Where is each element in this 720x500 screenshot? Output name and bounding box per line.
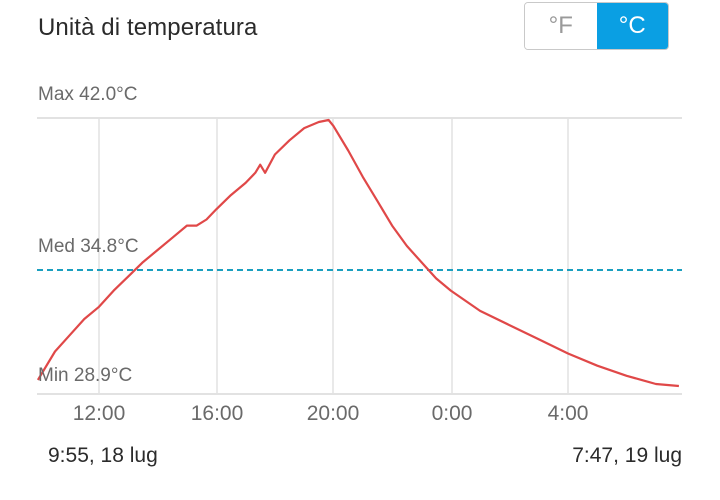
unit-fahrenheit-button[interactable]: °F — [525, 3, 597, 49]
x-tick-label: 16:00 — [190, 402, 244, 425]
temperature-line — [36, 118, 679, 388]
chart-grid — [37, 117, 682, 395]
range-start-label: 9:55, 18 lug — [48, 444, 158, 467]
range-end-label: 7:47, 19 lug — [572, 444, 682, 467]
x-tick-label: 12:00 — [72, 402, 126, 425]
min-label: Min 28.9°C — [38, 365, 133, 386]
max-label: Max 42.0°C — [38, 84, 138, 105]
x-tick-label: 0:00 — [431, 402, 473, 425]
temperature-unit-toggle[interactable]: °F °C — [524, 2, 669, 50]
median-label: Med 34.8°C — [38, 236, 139, 257]
unit-celsius-button[interactable]: °C — [596, 3, 668, 49]
x-tick-label: 4:00 — [547, 402, 589, 425]
x-tick-label: 20:00 — [306, 402, 360, 425]
page-title: Unità di temperatura — [38, 14, 258, 41]
